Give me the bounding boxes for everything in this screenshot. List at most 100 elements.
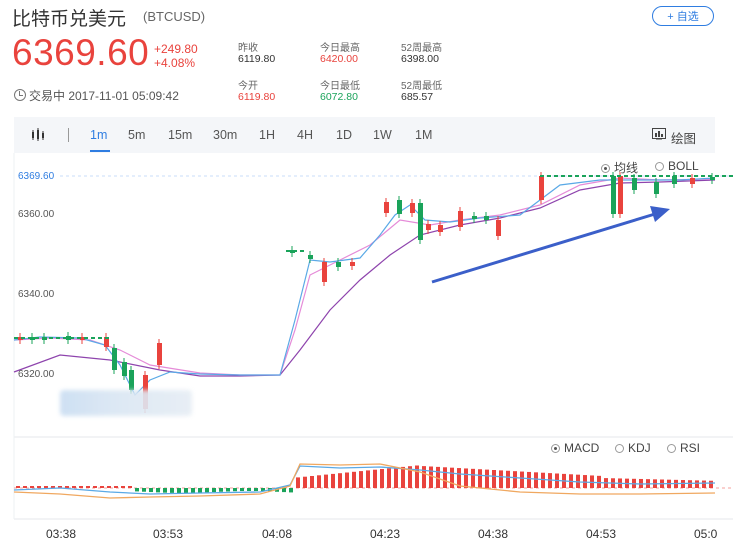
candle-body: [104, 337, 109, 347]
macd-bar: [688, 480, 692, 488]
tab-30m[interactable]: 30m: [213, 128, 238, 142]
candle-body: [336, 262, 341, 267]
chart-toolbar: 1m 5m 15m 30m 1H 4H 1D 1W 1M 绘图: [14, 117, 715, 153]
macd-bar: [695, 480, 699, 488]
macd-bar: [422, 466, 426, 488]
macd-bar: [401, 466, 405, 488]
tab-1w[interactable]: 1W: [373, 128, 392, 142]
x-tick: 03:38: [46, 527, 77, 541]
macd-bar: [23, 486, 27, 488]
macd-bar: [261, 488, 265, 492]
candle-body: [157, 343, 162, 365]
add-watchlist-button[interactable]: + 自选: [652, 6, 714, 26]
candle-body: [30, 337, 35, 340]
candle-body: [322, 262, 327, 282]
macd-bar: [58, 486, 62, 488]
macd-bar: [506, 470, 510, 488]
trading-status-text: 交易中 2017-11-01 05:09:42: [29, 89, 179, 103]
candle-body: [80, 337, 85, 340]
macd-bar: [212, 488, 216, 493]
macd-bar: [156, 488, 160, 493]
legend-macd-label: MACD: [564, 441, 600, 455]
macd-bar: [30, 486, 34, 488]
y-tick: 6360.00: [18, 209, 55, 220]
candle-body: [308, 255, 313, 259]
macd-bar: [233, 488, 237, 492]
candle-body: [496, 220, 501, 236]
legend-kdj[interactable]: KDJ: [615, 441, 651, 455]
macd-bar: [702, 480, 706, 488]
signal-line: [13, 463, 716, 499]
draw-button[interactable]: 绘图: [671, 132, 697, 146]
legend-macd[interactable]: MACD: [551, 441, 599, 455]
stat-prev-close-value: 6119.80: [238, 53, 276, 65]
radio-empty-icon: [615, 444, 624, 453]
y-tick: 6320.00: [18, 369, 55, 380]
macd-bar: [310, 476, 314, 488]
macd-bar: [51, 486, 55, 488]
page-title: 比特币兑美元: [12, 9, 127, 30]
x-tick: 04:53: [586, 527, 617, 541]
trend-arrowhead: [650, 206, 670, 222]
legend-ma[interactable]: 均线: [601, 159, 638, 176]
tab-5m[interactable]: 5m: [128, 128, 146, 142]
macd-bar: [534, 472, 538, 488]
macd-bar: [450, 467, 454, 488]
stat-day-high-label: 今日最高: [320, 43, 360, 54]
x-tick: 04:08: [262, 527, 293, 541]
tab-1m-month[interactable]: 1M: [415, 128, 433, 142]
macd-bar: [303, 476, 307, 488]
x-tick: 05:0: [694, 527, 718, 541]
clock-icon: [14, 89, 26, 101]
chart-draw-icon[interactable]: [652, 128, 666, 141]
candle-body: [710, 177, 715, 180]
candle-body: [290, 250, 295, 253]
candle-body: [458, 211, 463, 227]
macd-bar: [16, 486, 20, 488]
macd-bar: [86, 486, 90, 488]
macd-bar: [135, 488, 139, 492]
tab-4h[interactable]: 4H: [297, 128, 313, 142]
candle-body: [690, 178, 695, 184]
candle-body: [418, 203, 423, 240]
macd-bar: [471, 468, 475, 488]
candle-body: [484, 216, 489, 220]
macd-bar: [415, 465, 419, 488]
macd-bar: [198, 488, 202, 493]
macd-bar: [254, 488, 258, 492]
macd-bar: [149, 488, 153, 493]
macd-bar: [464, 468, 468, 488]
tab-1h[interactable]: 1H: [259, 128, 275, 142]
macd-bar: [443, 467, 447, 488]
macd-bar: [345, 472, 349, 488]
macd-bar: [513, 471, 517, 488]
candle-body: [539, 176, 544, 200]
legend-boll[interactable]: BOLL: [655, 159, 699, 173]
macd-bar: [338, 473, 342, 488]
stat-open-label: 今开: [238, 81, 258, 92]
tab-1m[interactable]: 1m: [90, 128, 108, 142]
candle-body: [672, 176, 677, 184]
candle-body: [618, 176, 623, 214]
macd-bar: [114, 486, 118, 488]
macd-bar: [170, 488, 174, 493]
candlestick-icon[interactable]: [31, 128, 47, 142]
legend-rsi-label: RSI: [680, 441, 701, 455]
tab-1d[interactable]: 1D: [336, 128, 352, 142]
change-absolute: +249.80: [154, 42, 198, 56]
macd-bar: [163, 488, 167, 493]
macd-bar: [485, 469, 489, 488]
macd-bar: [107, 486, 111, 488]
candle-body: [66, 336, 71, 340]
macd-bar: [373, 469, 377, 488]
macd-bar: [37, 486, 41, 488]
macd-bar: [590, 475, 594, 488]
stat-prev-close-label: 昨收: [238, 43, 258, 54]
tab-15m[interactable]: 15m: [168, 128, 193, 142]
candle-body: [350, 262, 355, 266]
candle-body: [654, 182, 659, 194]
legend-rsi[interactable]: RSI: [667, 441, 700, 455]
trading-status: 交易中 2017-11-01 05:09:42: [14, 87, 179, 104]
y-tick: 6340.00: [18, 289, 55, 300]
